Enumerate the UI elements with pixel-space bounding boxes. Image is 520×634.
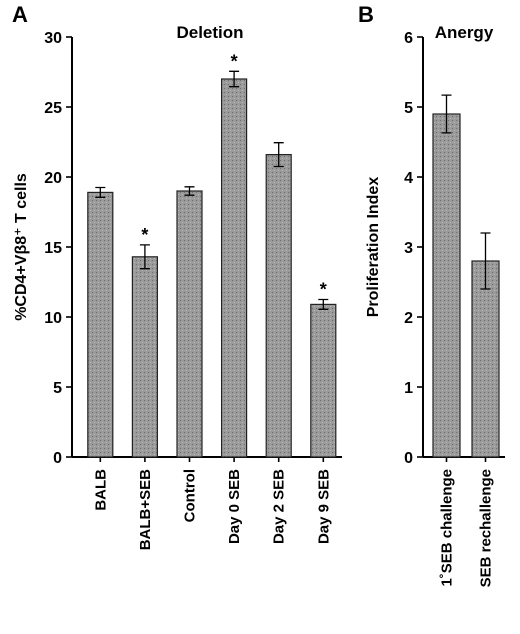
panel-a-bar — [131, 256, 158, 458]
panel-a-category-label: Control — [182, 469, 199, 522]
panel-b-letter: B — [358, 2, 374, 27]
panel-a-error-bar — [184, 186, 195, 196]
panel-b-y-tick-label: 6 — [404, 30, 413, 47]
panel-b-y-tick-label: 0 — [404, 450, 413, 467]
panel-b-y-tick-label: 1 — [404, 380, 413, 397]
panel-a-bar — [221, 78, 248, 458]
panel-a-error-bar — [273, 142, 284, 168]
panel-b-category-label: SEB rechallenge — [478, 469, 495, 587]
panel-a-y-tick-label: 10 — [44, 310, 62, 327]
panel-a-significance-marker: * — [231, 51, 238, 71]
panel-a-bar — [310, 303, 337, 458]
panel-a-axes: 0 5 10 15 20 25 30 BALB BALB+SEB Control Day 0 SEB… — [44, 30, 342, 550]
panel-a-bar — [176, 190, 203, 458]
panel-a-y-axis-label: %CD4+Vβ8⁺ T cells — [13, 173, 30, 321]
panel-a-category-label: Day 9 SEB — [315, 469, 332, 544]
panel-b-y-tick-label: 5 — [404, 100, 413, 117]
chart-panel-a: A Deletion %CD4+Vβ8⁺ T cells 0 5 10 15 20 25 3… — [12, 2, 342, 550]
panel-b-y-tick-label: 3 — [404, 240, 413, 257]
panel-b-error-bar — [480, 232, 491, 290]
chart-panel-b: B Anergy Proliferation Index 0 1 2 3 4 5 6 1˚SE… — [358, 2, 505, 587]
panel-a-bar — [265, 154, 292, 458]
panel-a-error-bar — [139, 244, 150, 270]
panel-b-y-tick-label: 2 — [404, 310, 413, 327]
panel-a-y-tick-label: 20 — [44, 170, 62, 187]
panel-a-category-label: Day 0 SEB — [226, 469, 243, 544]
panel-b-y-tick-label: 4 — [404, 170, 413, 187]
panel-a-y-tick-label: 15 — [44, 240, 62, 257]
panel-a-category-label: BALB+SEB — [137, 469, 154, 550]
panel-a-error-bar — [95, 186, 106, 198]
panel-a-y-tick-label: 30 — [44, 30, 62, 47]
panel-a-bars: * * * — [87, 51, 337, 458]
panel-b-y-axis-label: Proliferation Index — [365, 177, 382, 318]
panel-a-bar — [87, 191, 114, 458]
panel-a-significance-marker: * — [141, 225, 148, 245]
panel-b-error-bar — [441, 94, 452, 134]
panel-b-bar — [432, 113, 461, 458]
panel-a-significance-marker: * — [320, 280, 327, 300]
panel-a-y-tick-label: 25 — [44, 100, 62, 117]
panel-b-axes: 0 1 2 3 4 5 6 1˚SEB challenge SEB rechallenge — [404, 30, 505, 587]
panel-a-category-label: BALB — [92, 469, 109, 511]
panel-a-error-bar — [318, 298, 329, 310]
panel-b-bars — [432, 94, 500, 458]
panel-b-bar — [471, 260, 500, 458]
panel-a-title: Deletion — [176, 23, 243, 42]
panel-b-category-label: 1˚SEB challenge — [439, 469, 456, 587]
panel-a-category-label: Day 2 SEB — [271, 469, 288, 544]
panel-b-title: Anergy — [435, 23, 494, 42]
panel-a-y-tick-label: 0 — [53, 450, 62, 467]
panel-a-letter: A — [12, 2, 28, 27]
panel-a-error-bar — [229, 70, 240, 88]
panel-a-y-tick-label: 5 — [53, 380, 62, 397]
